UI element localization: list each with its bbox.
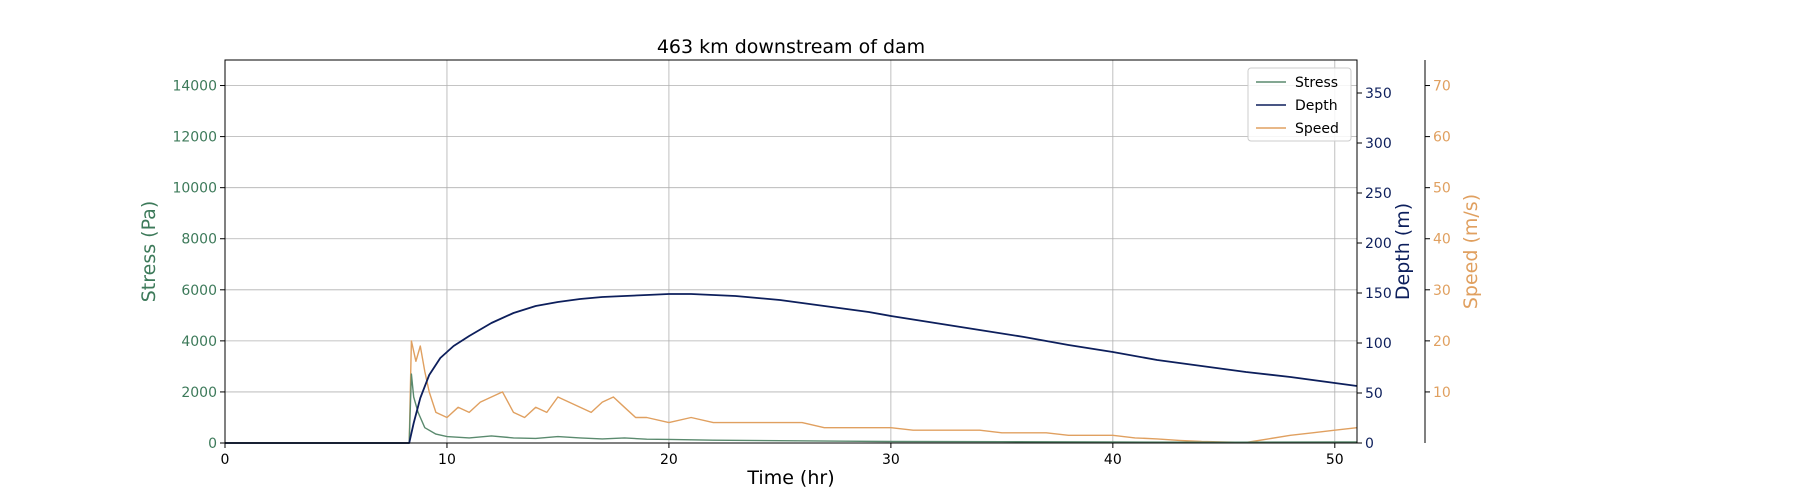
x-tick-label: 30 bbox=[882, 452, 900, 468]
depth-tick-label: 100 bbox=[1365, 336, 1392, 352]
depth-tick-label: 300 bbox=[1365, 136, 1392, 152]
stress-tick-label: 0 bbox=[208, 436, 217, 452]
stress-tick-label: 12000 bbox=[172, 130, 217, 146]
series-line-depth bbox=[225, 293, 1358, 444]
legend-label-speed: Speed bbox=[1295, 121, 1339, 137]
stress-tick-label: 6000 bbox=[181, 283, 217, 299]
depth-tick-label: 50 bbox=[1365, 386, 1383, 402]
x-tick-label: 40 bbox=[1104, 452, 1122, 468]
legend-label-depth: Depth bbox=[1295, 98, 1338, 114]
series-line-stress bbox=[225, 373, 1357, 444]
legend-label-stress: Stress bbox=[1295, 75, 1338, 91]
legend-box bbox=[1247, 67, 1352, 142]
speed-tick-label: 70 bbox=[1433, 79, 1451, 95]
series-line-speed bbox=[225, 340, 1358, 444]
depth-tick-label: 350 bbox=[1365, 86, 1392, 102]
speed-tick-label: 40 bbox=[1433, 232, 1451, 248]
speed-tick-label: 30 bbox=[1433, 283, 1451, 299]
x-tick-label: 50 bbox=[1326, 452, 1344, 468]
plot-frame bbox=[224, 59, 1358, 444]
stress-tick-label: 10000 bbox=[172, 181, 217, 197]
speed-tick-label: 10 bbox=[1433, 385, 1451, 401]
x-tick-label: 20 bbox=[660, 452, 678, 468]
stress-tick-label: 2000 bbox=[181, 385, 217, 401]
stress-tick-label: 4000 bbox=[181, 334, 217, 350]
stress-tick-label: 8000 bbox=[181, 232, 217, 248]
stress-axis-label: Stress (Pa) bbox=[138, 201, 160, 303]
grid bbox=[224, 60, 1357, 444]
x-tick-label: 0 bbox=[221, 452, 230, 468]
legend: Stress Depth Speed bbox=[1247, 67, 1352, 142]
depth-tick-label: 150 bbox=[1365, 286, 1392, 302]
x-tick-label: 10 bbox=[438, 452, 456, 468]
speed-tick-label: 60 bbox=[1433, 130, 1451, 146]
speed-tick-label: 50 bbox=[1433, 181, 1451, 197]
x-axis-label: Time (hr) bbox=[746, 467, 834, 489]
speed-axis-label: Speed (m/s) bbox=[1460, 194, 1482, 309]
depth-tick-label: 200 bbox=[1365, 236, 1392, 252]
chart-title: 463 km downstream of dam bbox=[657, 36, 925, 58]
depth-tick-label: 0 bbox=[1365, 436, 1374, 452]
stress-tick-label: 14000 bbox=[172, 79, 217, 95]
depth-tick-label: 250 bbox=[1365, 186, 1392, 202]
series-layer bbox=[225, 293, 1358, 444]
depth-axis-label: Depth (m) bbox=[1392, 203, 1414, 300]
speed-tick-label: 20 bbox=[1433, 334, 1451, 350]
